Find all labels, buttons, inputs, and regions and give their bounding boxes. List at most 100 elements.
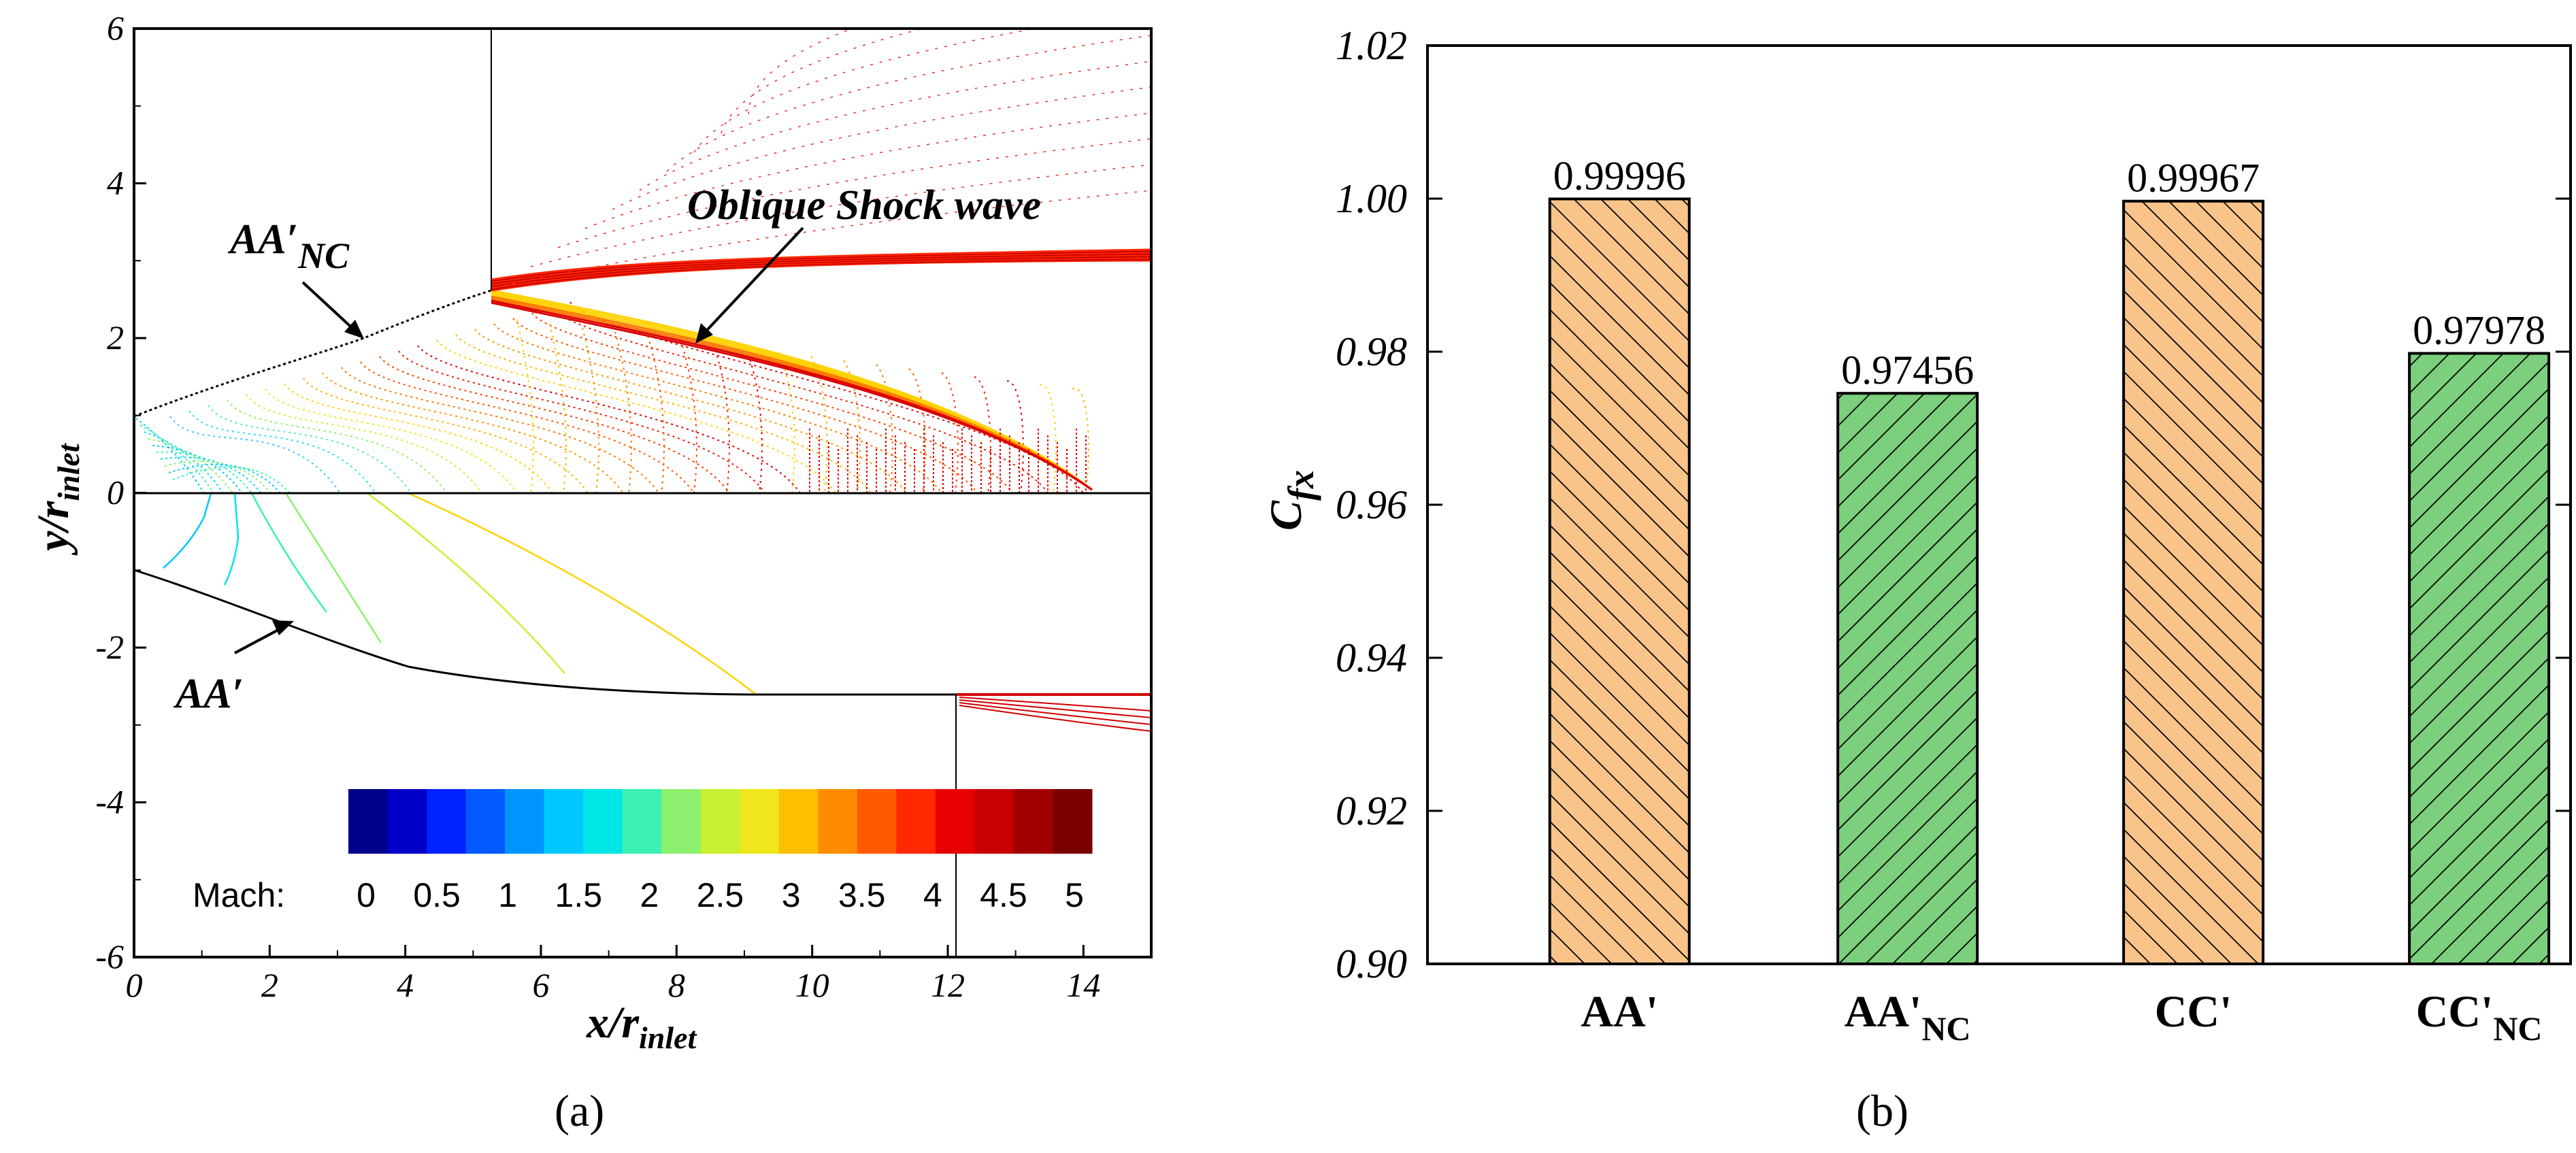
upper-band-contour: [491, 259, 1151, 292]
contour-line: [341, 367, 659, 494]
upper-region-contour: [721, 29, 925, 134]
contour-line: [550, 307, 1048, 494]
contour-line: [208, 405, 412, 494]
x-tick-label: 12: [931, 966, 965, 1004]
legend-swatch: [740, 789, 780, 854]
mach-color-bar: [348, 789, 1093, 854]
shock-contour: [491, 293, 1093, 491]
shock-contour: [491, 295, 1093, 491]
x-tick-label: 2: [261, 966, 278, 1004]
shock-wave-annotation: Oblique Shock wave: [687, 182, 1041, 229]
lower-contour-line: [163, 492, 212, 569]
legend-tick-label: 1.5: [555, 876, 603, 914]
x-tick-label: 6: [533, 966, 550, 1004]
x-tick-label: 10: [795, 966, 829, 1004]
exit-contour: [959, 705, 1151, 732]
inlet-contour: [160, 456, 262, 494]
legend-swatch: [505, 789, 545, 854]
y-tick-label: 0.96: [1336, 482, 1407, 527]
upper-band-contour: [491, 248, 1151, 281]
y-tick-label: 6: [107, 9, 124, 47]
contour-line: [360, 361, 695, 494]
mach-contour-lines: [135, 29, 1151, 732]
legend-tick-label: 4: [923, 876, 942, 914]
contour-line: [712, 344, 730, 494]
x-tick-label: 4: [397, 966, 414, 1004]
legend-swatch: [1053, 789, 1093, 854]
legend-swatch: [818, 789, 858, 854]
upper-region-contour: [584, 112, 1151, 229]
panel-a-y-axis: 6 4 2 0 -2 -4 -6: [95, 9, 146, 975]
exit-contour: [959, 699, 1151, 718]
contour-line: [265, 388, 518, 494]
legend-tick-label: 2: [640, 876, 659, 914]
upper-band-contour: [491, 251, 1151, 284]
contour-line: [680, 339, 697, 494]
panel-b-y-axis-title: Cfx: [1261, 470, 1321, 531]
contour-line: [516, 319, 534, 494]
upper-region-contour: [612, 86, 1151, 210]
legend-swatch: [387, 789, 427, 854]
legend-tick-label: 4.5: [980, 876, 1027, 914]
legend-tick-label: 0.5: [413, 876, 461, 914]
legend-tick-label: 2.5: [697, 876, 744, 914]
aanc-arrowhead: [344, 320, 364, 339]
aanc-arrow: [301, 281, 359, 335]
legend-tick-label: 1: [498, 876, 517, 914]
legend-tick-label: 3.5: [838, 876, 886, 914]
contour-line: [169, 416, 341, 494]
legend-swatch: [700, 789, 740, 854]
contour-line: [455, 334, 872, 494]
upper-band-contour: [491, 255, 1151, 288]
aanc-annotation: AA′NC: [227, 216, 350, 276]
contour-line: [417, 345, 801, 494]
legend-swatch: [427, 789, 467, 854]
legend-swatch: [622, 789, 662, 854]
lower-contour-line: [223, 492, 240, 586]
upper-region-contour: [639, 61, 1151, 191]
y-tick-label: 0.94: [1336, 635, 1407, 680]
legend-swatch: [778, 789, 819, 854]
lower-ramp-wall: [133, 569, 956, 696]
contour-line: [246, 394, 482, 494]
contour-line: [745, 348, 763, 494]
y-tick-label: -6: [95, 937, 124, 975]
aa-annotation: AA′: [173, 671, 244, 717]
category-label: AA': [1581, 987, 1658, 1037]
shock-contour: [491, 297, 1093, 491]
bar-2: [1836, 392, 1979, 965]
bar-3: [2122, 199, 2265, 965]
x-tick-label: 8: [668, 966, 685, 1004]
bar-value-label: 0.99967: [2127, 156, 2260, 201]
y-tick-label: 0.90: [1336, 941, 1407, 986]
y-tick-label: -2: [95, 628, 124, 666]
legend-tick-label: 3: [782, 876, 801, 914]
upper-region-contour: [503, 190, 1151, 286]
contour-line: [1039, 384, 1057, 494]
legend-swatch: [348, 789, 389, 854]
inlet-contour: [156, 451, 252, 494]
bar-value-label: 0.97456: [1841, 348, 1974, 392]
y-tick-label: 1.00: [1336, 176, 1407, 221]
panel-a-label: (a): [555, 1086, 604, 1136]
inlet-contour: [152, 445, 243, 494]
mach-color-legend: Mach: 0 0.5 1 1.5 2 2.5 3 3.5 4 4.5 5: [193, 789, 1093, 914]
upper-region-contour: [666, 35, 1151, 172]
panel-a-x-axis: 0 2 4 6 8 10 12 14: [126, 945, 1100, 1004]
legend-tick-label: 5: [1065, 876, 1084, 914]
x-tick-label: 0: [126, 966, 143, 1004]
y-tick-label: 2: [107, 318, 124, 356]
contour-line: [876, 364, 893, 494]
contour-line: [398, 350, 765, 494]
bar-value-label: 0.99996: [1553, 153, 1686, 198]
legend-swatch: [896, 789, 936, 854]
contour-line: [227, 399, 447, 494]
y-tick-label: 4: [107, 164, 124, 202]
shock-wave-arrowhead: [695, 323, 713, 344]
contour-line: [436, 339, 836, 494]
category-label: AA'NC: [1845, 987, 1971, 1048]
contour-line: [941, 372, 959, 494]
bar-1: [1548, 197, 1691, 966]
